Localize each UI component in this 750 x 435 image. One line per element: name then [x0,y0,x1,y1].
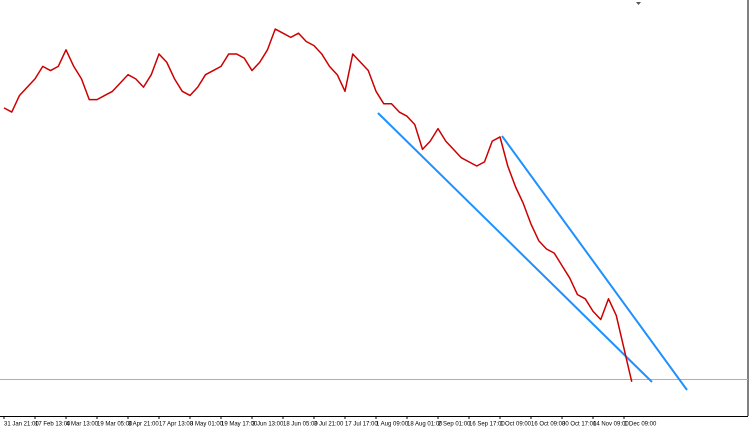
x-tick-label: 17 Jul 17:00 [345,422,378,428]
x-tick-label: 30 Oct 17:00 [562,422,597,428]
x-tick-label: 3 Jun 13:00 [252,422,284,428]
x-tick-label: 17 Feb 13:00 [35,422,71,428]
x-tick-label: 19 May 17:00 [221,422,258,428]
x-tick-label: 1 Oct 09:00 [500,422,532,428]
x-tick-label: 17 Apr 13:00 [159,422,194,428]
x-tick-label: 4 Mar 13:00 [66,422,99,428]
trend-line-lower [377,112,653,383]
price-line [3,28,633,382]
x-tick-label: 1 Aug 09:00 [376,422,409,428]
scroll-marker[interactable] [636,2,641,5]
x-tick-label: 2 Sep 01:00 [438,422,471,428]
x-tick-label: 1 Dec 09:00 [624,422,657,428]
x-tick-label: 14 Nov 09:00 [593,422,629,428]
x-tick-label: 19 Mar 05:00 [97,422,133,428]
x-tick-label: 18 Jun 05:00 [283,422,318,428]
x-tick-label: 31 Jan 21:00 [4,422,39,428]
x-tick-label: 18 Aug 01:00 [407,422,443,428]
x-tick-label: 16 Sep 17:00 [469,422,505,428]
x-tick-label: 3 Jul 21:00 [314,422,344,428]
x-tick-label: 3 Apr 21:00 [128,422,159,428]
x-tick-label: 16 Oct 09:00 [531,422,566,428]
x-tick-label: 3 May 01:00 [190,422,224,428]
trend-line-upper [501,135,688,391]
